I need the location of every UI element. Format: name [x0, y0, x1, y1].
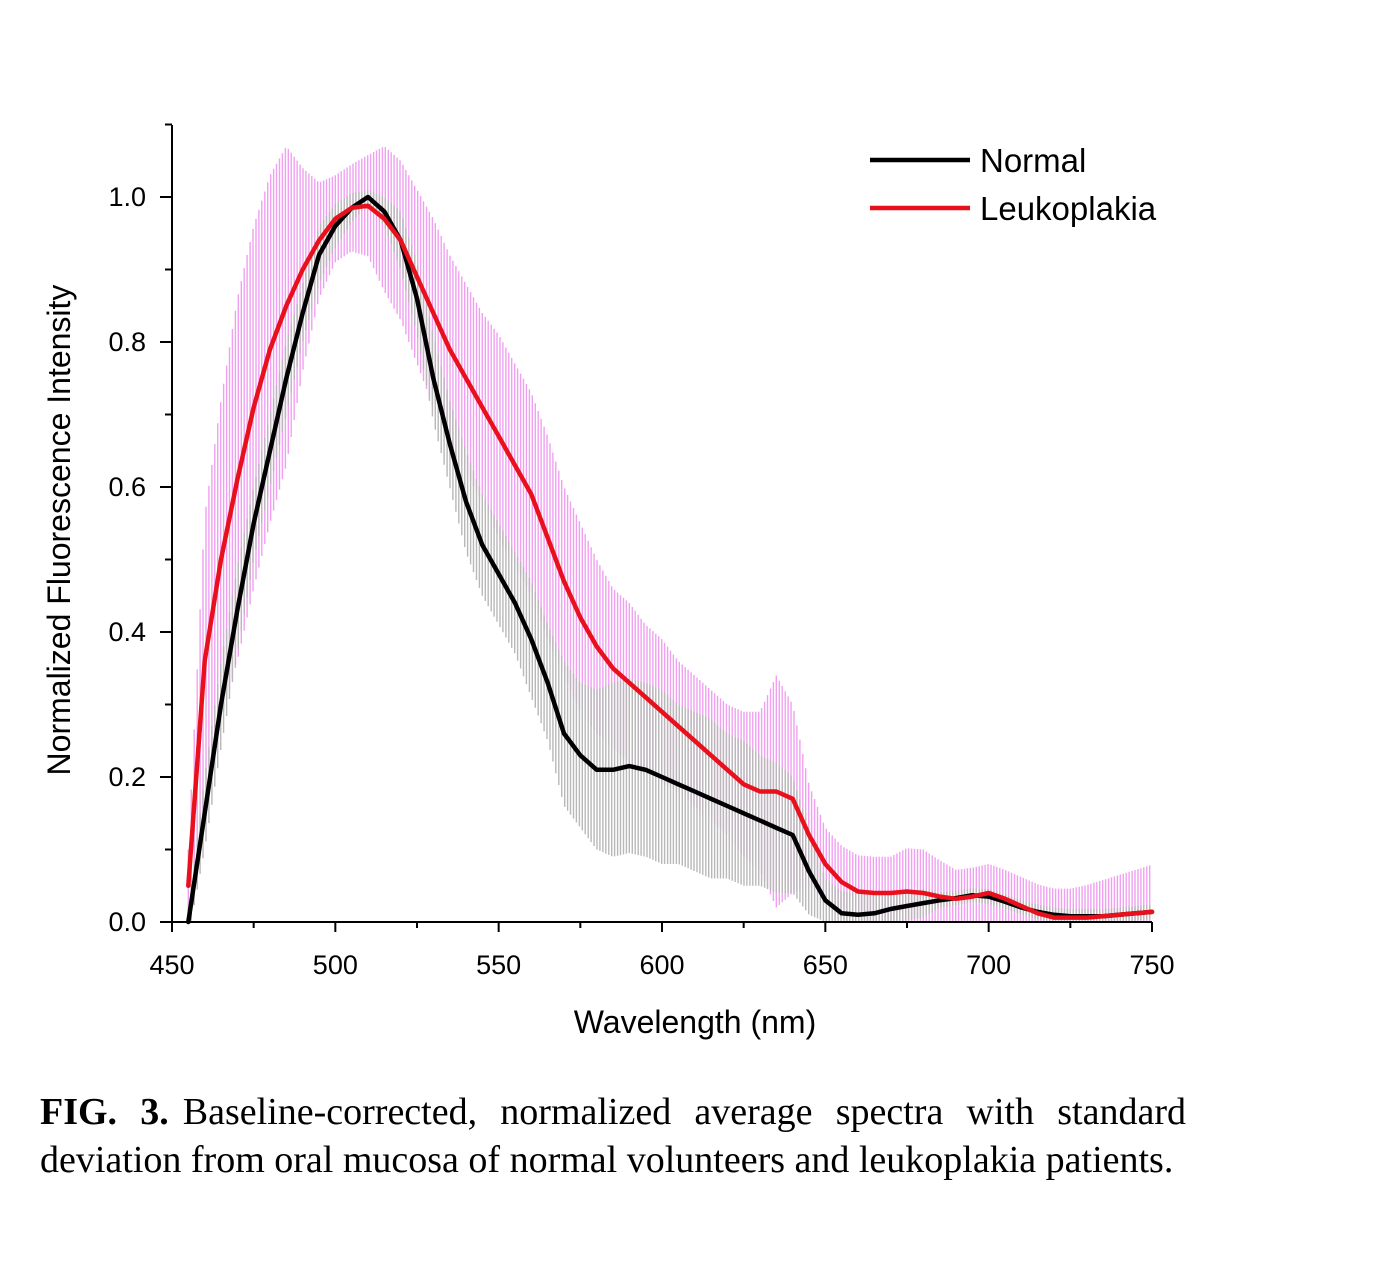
spectra-chart: 450 500 550 600 650 700 7500.00.20.40.60.81.0 …	[41, 123, 1175, 1040]
figure-caption: FIG. 3. Baseline-corrected, normalized av…	[40, 1088, 1186, 1184]
y-tick-label: 0.0	[108, 907, 146, 937]
y-tick-label: 0.4	[108, 617, 146, 647]
x-tick-label: 650	[803, 950, 848, 980]
y-tick-label: 0.2	[108, 762, 146, 792]
x-axis-label: Wavelength (nm)	[574, 1004, 816, 1040]
series-lines	[186, 194, 1155, 925]
std-bands	[187, 147, 1151, 922]
std-band-normal	[187, 189, 1151, 922]
y-axis-label: Normalized Fluorescence Intensity	[41, 285, 77, 776]
caption-text: Baseline-corrected, normalized average s…	[40, 1091, 1186, 1181]
y-tick-label: 0.6	[108, 472, 146, 502]
axes: 450 500 550 600 650 700 750 0.0 0.2 0.4 0.6 0.8 1.0	[108, 123, 1175, 980]
x-tick-label: 550	[476, 950, 521, 980]
series-line-leukoplakia	[186, 203, 1155, 920]
std-band-leukoplakia	[187, 147, 1151, 922]
x-tick-label: 500	[313, 950, 358, 980]
legend: Normal Leukoplakia	[870, 142, 1157, 227]
x-tick-label: 600	[639, 950, 684, 980]
y-tick-label: 0.8	[108, 327, 146, 357]
x-tick-label: 450	[149, 950, 194, 980]
legend-label-normal: Normal	[980, 142, 1086, 179]
x-tick-label: 750	[1129, 950, 1174, 980]
y-tick-label: 1.0	[108, 182, 146, 212]
legend-label-leukoplakia: Leukoplakia	[980, 190, 1157, 227]
figure-label: FIG. 3.	[40, 1091, 169, 1133]
x-tick-label: 700	[966, 950, 1011, 980]
